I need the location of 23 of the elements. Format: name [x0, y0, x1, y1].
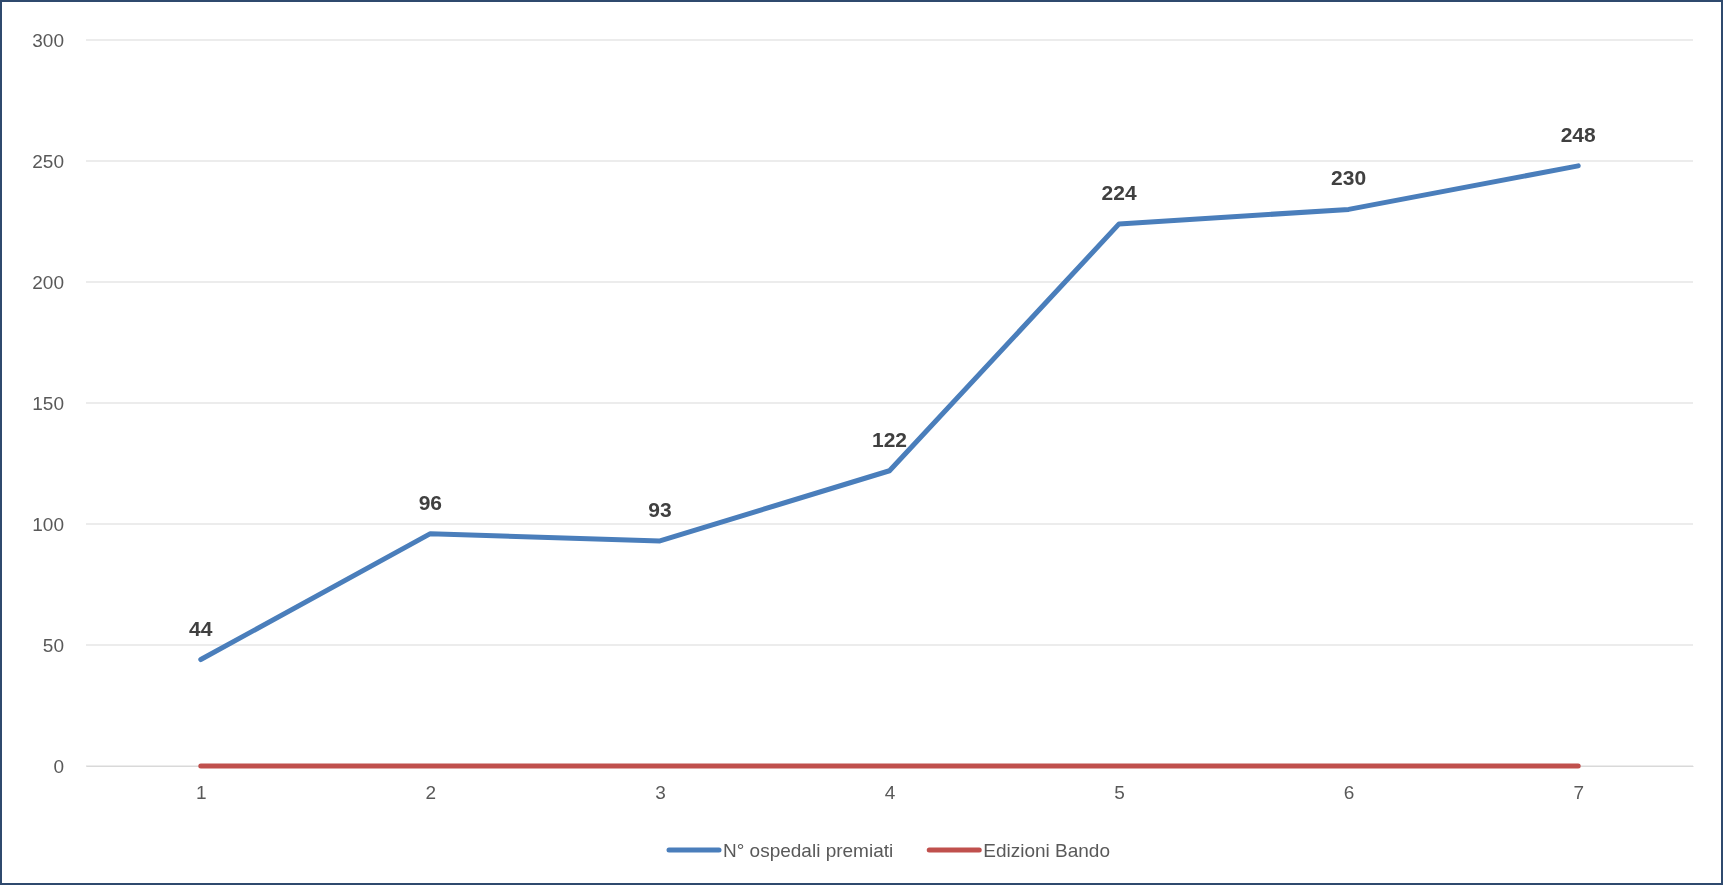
data-label: 44 — [189, 616, 213, 640]
x-tick-label: 4 — [884, 782, 896, 804]
y-tick-label: 300 — [32, 29, 64, 51]
x-tick-label: 7 — [1573, 782, 1584, 804]
x-tick-label: 2 — [425, 782, 437, 804]
data-label: 248 — [1560, 122, 1597, 146]
legend-label: N° ospedali premiati — [723, 840, 894, 861]
x-tick-label: 1 — [196, 782, 207, 804]
legend-label: Edizioni Bando — [983, 840, 1110, 861]
x-tick-label: 5 — [1114, 782, 1125, 804]
x-tick-label: 3 — [655, 782, 666, 804]
data-label: 96 — [418, 490, 443, 514]
y-tick-label: 250 — [32, 150, 64, 172]
y-tick-label: 50 — [42, 634, 64, 656]
data-label: 122 — [871, 427, 908, 451]
y-tick-label: 0 — [53, 755, 64, 777]
y-tick-label: 100 — [32, 513, 64, 535]
x-tick-label: 6 — [1343, 782, 1355, 804]
y-tick-label: 150 — [32, 392, 64, 414]
data-label: 230 — [1331, 166, 1367, 190]
data-label: 93 — [648, 497, 672, 521]
y-tick-label: 200 — [32, 271, 64, 293]
data-label: 224 — [1101, 180, 1137, 204]
